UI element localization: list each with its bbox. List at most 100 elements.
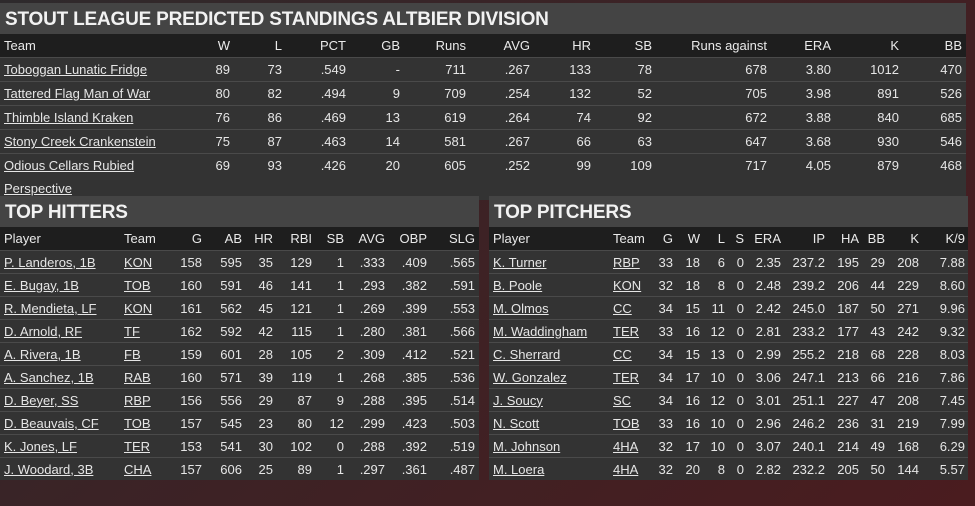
column-header-w[interactable]: W [676, 227, 703, 251]
team-link[interactable]: CC [613, 346, 632, 362]
column-header-bb[interactable]: BB [903, 34, 966, 58]
cell-runs: 581 [404, 129, 470, 154]
player-link[interactable]: W. Gonzalez [493, 369, 567, 385]
team-link[interactable]: TER [124, 438, 150, 454]
player-link[interactable]: M. Waddingham [493, 323, 588, 339]
column-header-player[interactable]: Player [489, 227, 609, 251]
column-header-runs-against[interactable]: Runs against [656, 34, 771, 58]
team-link[interactable]: CHA [124, 461, 152, 477]
player-link[interactable]: B. Poole [493, 277, 543, 293]
column-header-team[interactable]: Team [609, 227, 649, 251]
player-link[interactable]: E. Bugay, 1B [4, 277, 79, 293]
player-link[interactable]: D. Arnold, RF [4, 323, 83, 339]
player-link[interactable]: A. Sanchez, 1B [4, 369, 94, 385]
team-link[interactable]: RBP [613, 254, 640, 270]
column-header-era[interactable]: ERA [747, 227, 784, 251]
player-link[interactable]: D. Beyer, SS [4, 392, 79, 408]
team-link[interactable]: TOB [613, 415, 640, 431]
team-link[interactable]: TOB [124, 277, 151, 293]
column-header-k[interactable]: K [888, 227, 922, 251]
column-header-pct[interactable]: PCT [286, 34, 350, 58]
cell-avg: .309 [348, 342, 389, 366]
player-link[interactable]: R. Mendieta, LF [4, 300, 97, 316]
column-header-hr[interactable]: HR [534, 34, 595, 58]
team-link[interactable]: 4HA [613, 461, 639, 477]
column-header-g[interactable]: G [170, 227, 206, 251]
column-header-team[interactable]: Team [120, 227, 170, 251]
team-link[interactable]: RAB [124, 369, 151, 385]
pitchers-row: B. Poole KON 32 18 8 0 2.48 239.2 206 44 229 8.60 [489, 273, 968, 297]
team-link[interactable]: RBP [124, 392, 151, 408]
column-header-g[interactable]: G [649, 227, 676, 251]
column-header-ha[interactable]: HA [828, 227, 862, 251]
column-header-player[interactable]: Player [0, 227, 120, 251]
column-header-ip[interactable]: IP [784, 227, 828, 251]
player-link[interactable]: N. Scott [493, 415, 540, 431]
column-header-ab[interactable]: AB [206, 227, 246, 251]
team-link[interactable]: Toboggan Lunatic Fridge [4, 62, 148, 77]
cell-ip: 240.1 [784, 434, 828, 458]
player-link[interactable]: K. Jones, LF [4, 438, 77, 454]
column-header-k-9[interactable]: K/9 [922, 227, 968, 251]
column-header-slg[interactable]: SLG [431, 227, 479, 251]
team-link[interactable]: Odious Cellars Rubied Perspective [4, 158, 135, 196]
column-header-k[interactable]: K [835, 34, 903, 58]
team-link[interactable]: TER [613, 369, 639, 385]
column-header-hr[interactable]: HR [246, 227, 277, 251]
team-link[interactable]: Thimble Island Kraken [4, 110, 134, 125]
column-header-era[interactable]: ERA [771, 34, 835, 58]
team-link[interactable]: Stony Creek Crankenstein [4, 134, 156, 149]
column-header-avg[interactable]: AVG [470, 34, 534, 58]
column-header-obp[interactable]: OBP [389, 227, 431, 251]
team-link[interactable]: TOB [124, 415, 151, 431]
cell-era: 3.98 [771, 81, 835, 106]
player-link[interactable]: J. Woodard, 3B [4, 461, 94, 477]
cell-s: 0 [728, 296, 747, 320]
cell-team: KON [120, 250, 170, 274]
player-link[interactable]: M. Loera [493, 461, 545, 477]
column-header-w[interactable]: W [200, 34, 234, 58]
cell-pct: .426 [286, 153, 350, 200]
column-header-gb[interactable]: GB [350, 34, 404, 58]
column-header-sb[interactable]: SB [316, 227, 348, 251]
team-link[interactable]: TER [613, 323, 639, 339]
cell-player: R. Mendieta, LF [0, 296, 120, 320]
column-header-team[interactable]: Team [0, 34, 200, 58]
column-header-runs[interactable]: Runs [404, 34, 470, 58]
column-header-sb[interactable]: SB [595, 34, 656, 58]
cell-team: TOB [609, 411, 649, 435]
player-link[interactable]: A. Rivera, 1B [4, 346, 81, 362]
cell-hr: 46 [246, 273, 277, 297]
column-header-s[interactable]: S [728, 227, 747, 251]
player-link[interactable]: D. Beauvais, CF [4, 415, 99, 431]
cell-obp: .381 [389, 319, 431, 343]
team-link[interactable]: CC [613, 300, 632, 316]
column-header-l[interactable]: L [234, 34, 286, 58]
cell-g: 34 [649, 296, 676, 320]
team-link[interactable]: KON [124, 254, 153, 270]
team-link[interactable]: KON [124, 300, 153, 316]
player-link[interactable]: K. Turner [493, 254, 547, 270]
column-header-l[interactable]: L [703, 227, 728, 251]
column-header-avg[interactable]: AVG [348, 227, 389, 251]
player-link[interactable]: M. Johnson [493, 438, 561, 454]
team-link[interactable]: Tattered Flag Man of War [4, 86, 151, 101]
column-header-bb[interactable]: BB [862, 227, 888, 251]
cell-team: RBP [120, 388, 170, 412]
cell-runs: 619 [404, 105, 470, 130]
column-header-rbi[interactable]: RBI [277, 227, 316, 251]
cell-w: 69 [200, 153, 234, 200]
team-link[interactable]: SC [613, 392, 632, 408]
player-link[interactable]: P. Landeros, 1B [4, 254, 96, 270]
hitters-row: A. Sanchez, 1B RAB 160 571 39 119 1.268.385.53… [0, 365, 479, 389]
team-link[interactable]: KON [613, 277, 642, 293]
team-link[interactable]: 4HA [613, 438, 639, 454]
team-link[interactable]: TF [124, 323, 140, 339]
cell-g: 32 [649, 273, 676, 297]
cell-l: 6 [703, 250, 728, 274]
cell-team: Tattered Flag Man of War [0, 81, 200, 106]
player-link[interactable]: M. Olmos [493, 300, 549, 316]
team-link[interactable]: FB [124, 346, 141, 362]
player-link[interactable]: C. Sherrard [493, 346, 561, 362]
player-link[interactable]: J. Soucy [493, 392, 543, 408]
